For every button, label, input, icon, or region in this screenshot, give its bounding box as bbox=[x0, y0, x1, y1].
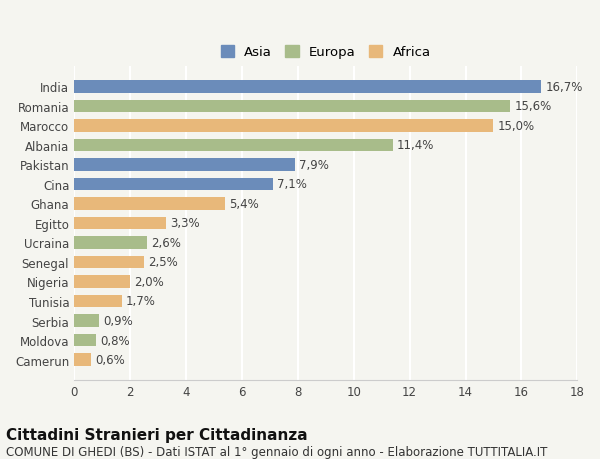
Bar bbox=[74, 101, 510, 113]
Bar bbox=[74, 256, 144, 269]
Text: 1,7%: 1,7% bbox=[126, 295, 156, 308]
Bar bbox=[74, 198, 225, 210]
Text: Cittadini Stranieri per Cittadinanza: Cittadini Stranieri per Cittadinanza bbox=[6, 427, 308, 442]
Bar bbox=[74, 178, 272, 191]
Bar bbox=[74, 275, 130, 288]
Legend: Asia, Europa, Africa: Asia, Europa, Africa bbox=[217, 42, 435, 63]
Text: 11,4%: 11,4% bbox=[397, 139, 434, 152]
Text: 2,6%: 2,6% bbox=[151, 236, 181, 249]
Text: 16,7%: 16,7% bbox=[545, 81, 583, 94]
Bar bbox=[74, 159, 295, 171]
Bar bbox=[74, 120, 493, 133]
Bar bbox=[74, 295, 122, 308]
Text: 15,0%: 15,0% bbox=[497, 120, 535, 133]
Text: 0,8%: 0,8% bbox=[101, 334, 130, 347]
Bar bbox=[74, 314, 99, 327]
Text: 15,6%: 15,6% bbox=[514, 100, 551, 113]
Text: COMUNE DI GHEDI (BS) - Dati ISTAT al 1° gennaio di ogni anno - Elaborazione TUTT: COMUNE DI GHEDI (BS) - Dati ISTAT al 1° … bbox=[6, 445, 547, 458]
Text: 2,0%: 2,0% bbox=[134, 275, 164, 288]
Bar bbox=[74, 81, 541, 94]
Bar bbox=[74, 217, 166, 230]
Text: 2,5%: 2,5% bbox=[148, 256, 178, 269]
Text: 0,6%: 0,6% bbox=[95, 353, 125, 366]
Bar bbox=[74, 334, 97, 347]
Bar bbox=[74, 140, 393, 152]
Bar bbox=[74, 353, 91, 366]
Text: 5,4%: 5,4% bbox=[229, 197, 259, 211]
Text: 0,9%: 0,9% bbox=[103, 314, 133, 327]
Text: 7,9%: 7,9% bbox=[299, 159, 329, 172]
Bar bbox=[74, 237, 147, 249]
Text: 3,3%: 3,3% bbox=[170, 217, 200, 230]
Text: 7,1%: 7,1% bbox=[277, 178, 307, 191]
